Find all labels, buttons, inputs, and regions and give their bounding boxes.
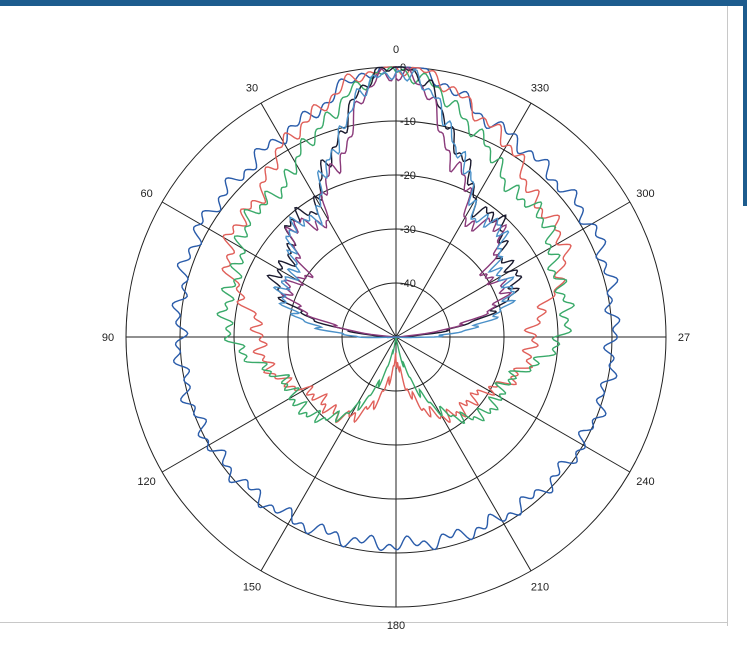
angle-tick-label: 150 xyxy=(243,581,261,593)
angle-tick-label: 0 xyxy=(393,44,399,56)
pattern-series xyxy=(171,66,621,552)
grid-spoke xyxy=(161,336,397,473)
angle-tick-label: 60 xyxy=(140,188,152,200)
angle-tick-label: 210 xyxy=(531,581,549,593)
grid-spoke xyxy=(395,201,631,338)
angle-tick-label: 90 xyxy=(102,332,114,344)
radial-tick-label: -10 xyxy=(400,116,416,128)
series-line xyxy=(221,66,572,424)
angle-tick-label: 180 xyxy=(387,620,405,632)
window-right-accent xyxy=(743,6,747,206)
angle-tick-label: 30 xyxy=(246,83,258,95)
window-top-border xyxy=(0,0,747,6)
grid-spoke xyxy=(395,102,532,338)
canvas-bottom-edge xyxy=(0,622,728,623)
grid-spoke xyxy=(260,336,397,572)
angle-tick-label: 27 xyxy=(678,332,690,344)
radial-tick-labels: 0 -10 -20 -30 -40 xyxy=(400,62,416,290)
radial-tick-label: -30 xyxy=(400,224,416,236)
angle-tick-label: 300 xyxy=(636,188,654,200)
radial-tick-label: -20 xyxy=(400,170,416,182)
grid-spoke xyxy=(395,336,631,473)
series-line xyxy=(216,66,575,424)
grid-spoke xyxy=(395,336,532,572)
radial-tick-label: -40 xyxy=(400,278,416,290)
angle-tick-label: 120 xyxy=(137,476,155,488)
angle-tick-label: 330 xyxy=(531,83,549,95)
series-line xyxy=(272,68,517,339)
radial-tick-label: 0 xyxy=(400,62,406,74)
series-line xyxy=(171,66,621,552)
angle-tick-labels: 0 30 60 90 120 150 180 210 240 27 300 330 xyxy=(102,44,690,632)
canvas-right-edge xyxy=(727,6,728,626)
angle-tick-label: 240 xyxy=(636,476,654,488)
